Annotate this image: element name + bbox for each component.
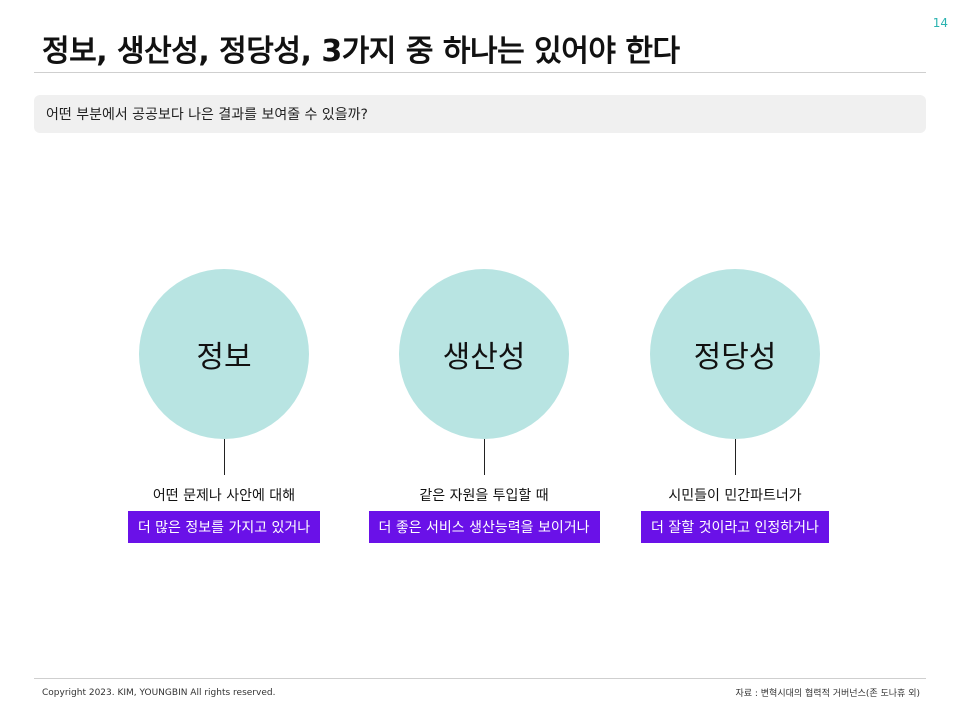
caption: 시민들이 민간파트너가: [668, 488, 802, 504]
page-number: 14: [932, 16, 948, 30]
connector-line: [734, 439, 736, 475]
title-divider: [34, 72, 926, 73]
question-text: 어떤 부분에서 공공보다 나은 결과를 보여줄 수 있을까?: [46, 107, 368, 123]
connector-line: [223, 439, 225, 475]
caption: 어떤 문제나 사안에 대해: [152, 488, 296, 504]
question-bar: 어떤 부분에서 공공보다 나은 결과를 보여줄 수 있을까?: [34, 95, 926, 133]
circle-productivity: 생산성: [399, 269, 569, 439]
highlight-box: 더 좋은 서비스 생산능력을 보이거나: [368, 511, 600, 543]
column-legitimacy: 정당성 시민들이 민간파트너가 더 잘할 것이라고 인정하거나: [605, 269, 865, 543]
connector-line: [483, 439, 485, 475]
copyright-text: Copyright 2023. KIM, YOUNGBIN All rights…: [42, 688, 276, 698]
footer-divider: [34, 678, 926, 679]
circle-information: 정보: [139, 269, 309, 439]
circle-label: 생산성: [442, 340, 526, 375]
source-citation: 자료 : 변혁시대의 협력적 거버넌스(존 도나휴 외): [735, 689, 920, 699]
column-productivity: 생산성 같은 자원을 투입할 때 더 좋은 서비스 생산능력을 보이거나: [354, 269, 614, 543]
highlight-box: 더 잘할 것이라고 인정하거나: [641, 511, 829, 543]
column-information: 정보 어떤 문제나 사안에 대해 더 많은 정보를 가지고 있거나: [94, 269, 354, 543]
page-title: 정보, 생산성, 정당성, 3가지 중 하나는 있어야 한다: [42, 34, 680, 69]
circle-legitimacy: 정당성: [650, 269, 820, 439]
circle-label: 정당성: [693, 340, 777, 375]
highlight-box: 더 많은 정보를 가지고 있거나: [127, 511, 321, 543]
circle-label: 정보: [196, 340, 252, 375]
caption: 같은 자원을 투입할 때: [419, 488, 549, 504]
